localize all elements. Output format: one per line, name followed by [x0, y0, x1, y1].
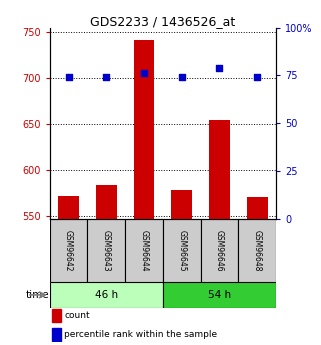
FancyBboxPatch shape	[50, 218, 87, 282]
Text: GSM96642: GSM96642	[64, 229, 73, 271]
Bar	[247, 197, 268, 218]
Point	[66, 75, 71, 80]
Text: 46 h: 46 h	[95, 290, 118, 300]
Text: GSM96645: GSM96645	[177, 229, 186, 271]
Text: percentile rank within the sample: percentile rank within the sample	[65, 329, 218, 338]
Point	[217, 65, 222, 70]
Bar	[209, 120, 230, 218]
FancyBboxPatch shape	[163, 218, 201, 282]
Text: count: count	[65, 310, 90, 319]
Title: GDS2233 / 1436526_at: GDS2233 / 1436526_at	[90, 14, 236, 28]
Point	[255, 75, 260, 80]
Text: time: time	[26, 290, 50, 300]
FancyBboxPatch shape	[125, 218, 163, 282]
Point	[179, 75, 184, 80]
Text: 54 h: 54 h	[208, 290, 231, 300]
Point	[142, 71, 147, 76]
Text: GSM96648: GSM96648	[253, 229, 262, 271]
Bar	[52, 309, 61, 322]
FancyBboxPatch shape	[163, 282, 276, 308]
Text: GSM96643: GSM96643	[102, 229, 111, 271]
Bar	[52, 328, 61, 341]
FancyBboxPatch shape	[50, 282, 163, 308]
Bar	[96, 186, 117, 218]
Text: GSM96646: GSM96646	[215, 229, 224, 271]
Bar	[134, 40, 154, 218]
Point	[104, 75, 109, 80]
FancyBboxPatch shape	[87, 218, 125, 282]
Bar	[58, 196, 79, 218]
Text: GSM96644: GSM96644	[140, 229, 149, 271]
FancyBboxPatch shape	[238, 218, 276, 282]
Bar	[171, 190, 192, 218]
FancyBboxPatch shape	[201, 218, 238, 282]
